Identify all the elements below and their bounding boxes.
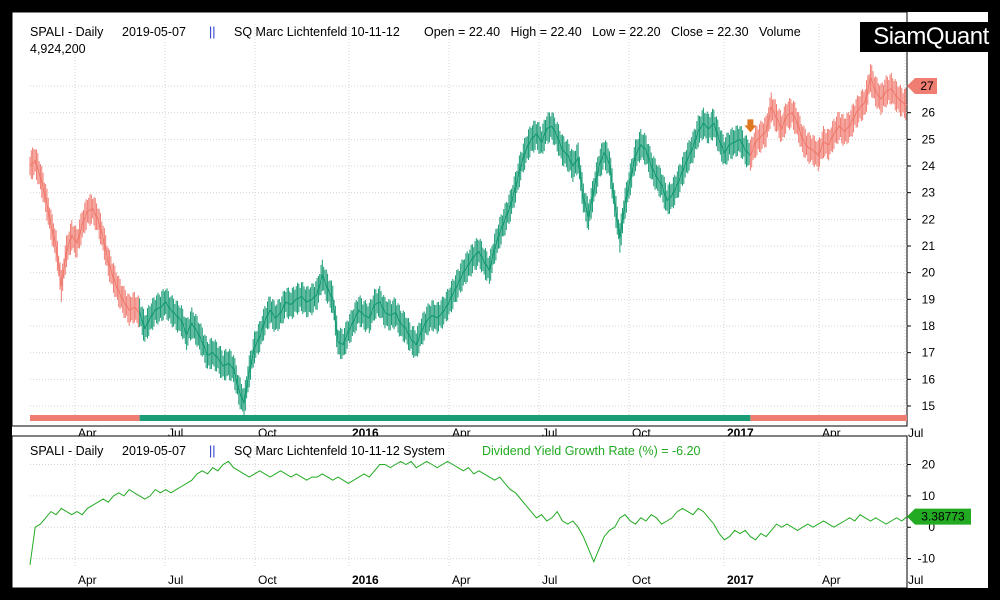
x-tick-label: Oct xyxy=(632,573,651,587)
y-tick-label: 23 xyxy=(922,186,936,200)
indicator-line xyxy=(29,460,908,565)
price-panel: 15161718192021222324252627 AprJulOct2016… xyxy=(12,12,937,440)
indicator-grid xyxy=(30,442,907,568)
indicator-panel: -10 0 10 20 Apr Jul Oct 2016 Apr Jul Oct 2017 Apr Ju… xyxy=(12,435,971,588)
y-tick-label: 25 xyxy=(922,132,936,146)
indicator-series xyxy=(29,460,908,565)
last-price-label: 27 xyxy=(920,79,934,93)
price-volume: 4,924,200 xyxy=(30,42,86,56)
y-tick-label: 22 xyxy=(922,212,936,226)
x-tick-label: Jul xyxy=(908,426,923,440)
indicator-y-axis: -10 0 10 20 xyxy=(907,458,935,566)
y-tick-label: -10 xyxy=(918,552,936,566)
y-tick-label: 21 xyxy=(922,239,936,253)
x-tick-label: Jul xyxy=(168,573,183,587)
trend-bar-segment xyxy=(30,415,140,421)
y-tick-label: 17 xyxy=(922,346,936,360)
x-tick-label: Oct xyxy=(258,573,277,587)
price-date: 2019-05-07 xyxy=(122,25,186,39)
chart-frame: 15 16 17 18 19 20 21 22 23 24 25 26 27 Apr Jul Oct 2016… xyxy=(12,12,1000,588)
price-ohlc: Open = 22.40 High = 22.40 Low = 22.20 Cl… xyxy=(424,25,801,39)
price-symbol: SPALI - Daily xyxy=(30,25,104,39)
y-tick-label: 20 xyxy=(922,458,936,472)
price-line xyxy=(138,122,751,406)
trend-bar-segment xyxy=(750,415,907,421)
x-tick-label: 2017 xyxy=(727,573,754,587)
price-series xyxy=(29,64,908,419)
last-price-marker: 27 xyxy=(907,78,937,94)
price-line xyxy=(29,159,141,314)
y-tick-label: 0 xyxy=(928,520,935,534)
brand-logo: SiamQuant xyxy=(860,22,1000,52)
sell-signal-arrow xyxy=(744,119,757,133)
x-tick-label: Apr xyxy=(78,573,97,587)
price-line xyxy=(749,75,908,157)
indicator-system-name: SQ Marc Lichtenfeld 10-11-12 System xyxy=(234,444,445,458)
y-tick-label: 19 xyxy=(922,292,936,306)
indicator-x-axis: Apr Jul Oct 2016 Apr Jul Oct 2017 Apr Jul xyxy=(78,573,923,587)
indicator-date: 2019-05-07 xyxy=(122,444,186,458)
trend-bar xyxy=(30,415,907,421)
indicator-separator: || xyxy=(209,444,216,458)
trend-bar-segment xyxy=(139,415,751,421)
y-tick-label: 26 xyxy=(922,106,936,120)
last-indicator-label: 3.38773 xyxy=(921,510,965,524)
x-tick-label: Jul xyxy=(908,573,923,587)
x-tick-label: Jul xyxy=(542,573,557,587)
y-tick-label: 20 xyxy=(922,266,936,280)
indicator-plot-border xyxy=(12,435,908,588)
y-tick-label: 10 xyxy=(922,489,936,503)
price-system-name: SQ Marc Lichtenfeld 10-11-12 xyxy=(234,25,400,39)
indicator-value: Dividend Yield Growth Rate (%) = -6.20 xyxy=(482,444,701,458)
price-separator: || xyxy=(209,25,216,39)
x-tick-label: 2016 xyxy=(352,573,379,587)
chart-canvas: 15 16 17 18 19 20 21 22 23 24 25 26 27 Apr Jul Oct 2016… xyxy=(12,12,971,588)
x-tick-label: Apr xyxy=(452,573,471,587)
price-y-axis: 15 16 17 18 19 20 21 22 23 24 25 26 27 xyxy=(907,79,935,413)
last-indicator-marker: 3.38773 xyxy=(907,508,971,525)
x-tick-label: Apr xyxy=(822,573,841,587)
y-tick-label: 15 xyxy=(922,399,936,413)
indicator-symbol: SPALI - Daily xyxy=(30,444,104,458)
y-tick-label: 16 xyxy=(922,372,936,386)
y-tick-label: 24 xyxy=(922,159,936,173)
y-tick-label: 18 xyxy=(922,319,936,333)
